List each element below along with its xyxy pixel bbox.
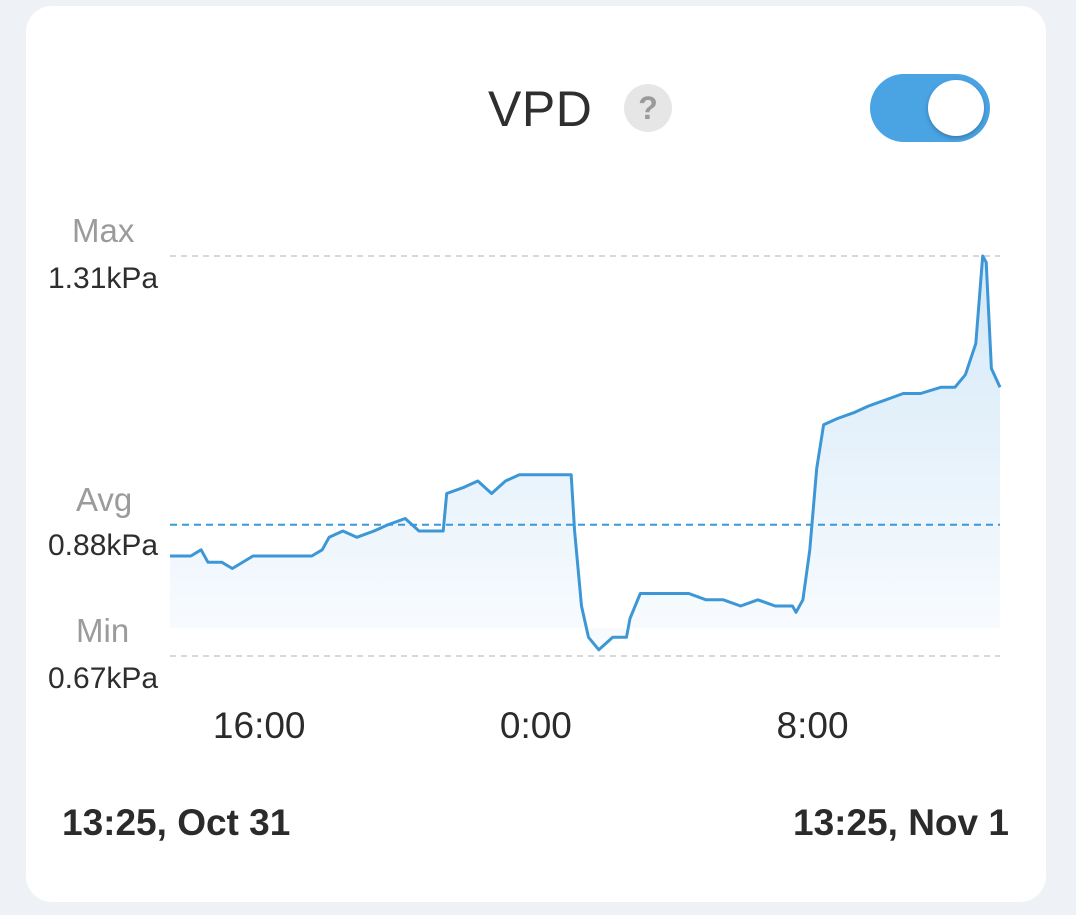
toggle-knob[interactable] [928, 80, 984, 136]
vpd-area [170, 256, 1000, 650]
min-label: Min [76, 612, 130, 649]
max-value: 1.31kPa [48, 262, 159, 295]
avg-value: 0.88kPa [48, 529, 159, 562]
x-tick-label: 8:00 [777, 705, 849, 746]
chart-title: VPD [488, 81, 593, 137]
max-label: Max [72, 212, 135, 249]
vpd-line [170, 254, 1002, 652]
range-end: 13:25, Nov 1 [793, 802, 1009, 843]
range-start: 13:25, Oct 31 [62, 802, 291, 843]
help-icon[interactable]: ? [624, 84, 672, 132]
min-value: 0.67kPa [48, 662, 159, 695]
x-tick-label: 0:00 [500, 705, 572, 746]
avg-label: Avg [76, 481, 133, 518]
vpd-toggle[interactable] [870, 74, 990, 142]
x-tick-label: 16:00 [213, 705, 306, 746]
